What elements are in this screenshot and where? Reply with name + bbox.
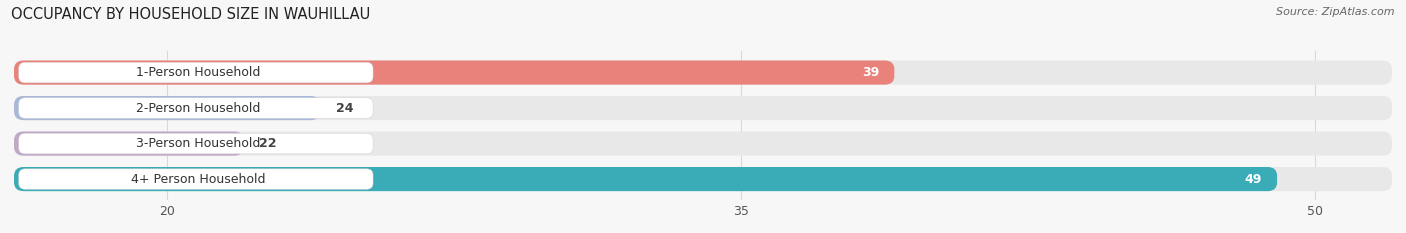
FancyBboxPatch shape xyxy=(14,167,1392,191)
Text: 1-Person Household: 1-Person Household xyxy=(136,66,260,79)
Text: 49: 49 xyxy=(1244,173,1261,185)
Text: Source: ZipAtlas.com: Source: ZipAtlas.com xyxy=(1277,7,1395,17)
FancyBboxPatch shape xyxy=(14,61,894,85)
Text: 22: 22 xyxy=(259,137,277,150)
Text: 24: 24 xyxy=(336,102,353,115)
Text: 2-Person Household: 2-Person Household xyxy=(136,102,260,115)
Text: 39: 39 xyxy=(862,66,879,79)
FancyBboxPatch shape xyxy=(14,96,1392,120)
FancyBboxPatch shape xyxy=(18,62,373,83)
FancyBboxPatch shape xyxy=(14,131,243,156)
FancyBboxPatch shape xyxy=(18,98,373,118)
FancyBboxPatch shape xyxy=(18,133,373,154)
Text: 3-Person Household: 3-Person Household xyxy=(136,137,260,150)
FancyBboxPatch shape xyxy=(14,167,1277,191)
Text: OCCUPANCY BY HOUSEHOLD SIZE IN WAUHILLAU: OCCUPANCY BY HOUSEHOLD SIZE IN WAUHILLAU xyxy=(11,7,371,22)
FancyBboxPatch shape xyxy=(14,96,321,120)
FancyBboxPatch shape xyxy=(14,131,1392,156)
FancyBboxPatch shape xyxy=(18,169,373,189)
FancyBboxPatch shape xyxy=(14,61,1392,85)
Text: 4+ Person Household: 4+ Person Household xyxy=(131,173,266,185)
